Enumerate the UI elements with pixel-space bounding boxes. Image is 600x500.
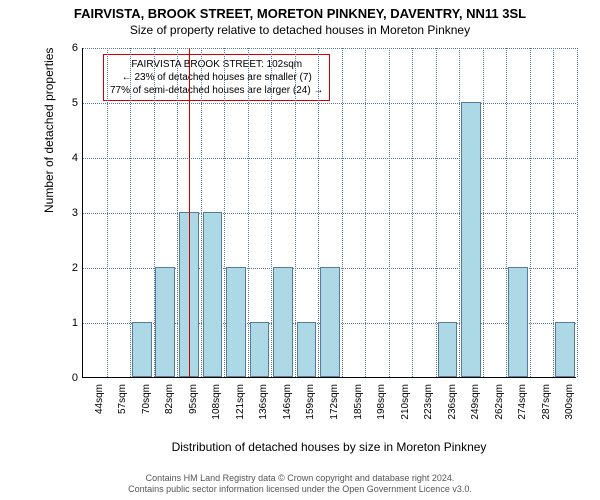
x-tick: 108sqm [211, 384, 222, 424]
x-tick: 185sqm [353, 384, 364, 424]
grid-v [553, 48, 554, 377]
bar [226, 267, 246, 377]
y-tick: 1 [56, 317, 78, 329]
x-tick: 82sqm [164, 384, 175, 424]
x-tick: 121sqm [235, 384, 246, 424]
grid-v [154, 48, 155, 377]
grid-v [436, 48, 437, 377]
y-tick: 4 [56, 152, 78, 164]
x-tick: 95sqm [188, 384, 199, 424]
grid-v [271, 48, 272, 377]
y-tick: 5 [56, 97, 78, 109]
x-tick: 146sqm [282, 384, 293, 424]
x-tick: 198sqm [376, 384, 387, 424]
x-tick: 172sqm [329, 384, 340, 424]
x-tick: 210sqm [400, 384, 411, 424]
grid-h [83, 48, 576, 49]
grid-h [83, 103, 576, 104]
grid-v [248, 48, 249, 377]
grid-v [201, 48, 202, 377]
bar [461, 102, 481, 377]
x-tick: 249sqm [470, 384, 481, 424]
grid-h [83, 213, 576, 214]
footer-text: Contains HM Land Registry data © Crown c… [0, 473, 600, 496]
marker-line [189, 48, 190, 377]
bar [508, 267, 528, 377]
bar [320, 267, 340, 377]
grid-v [577, 48, 578, 377]
grid-v [318, 48, 319, 377]
x-tick: 287sqm [541, 384, 552, 424]
x-tick: 70sqm [141, 384, 152, 424]
grid-v [506, 48, 507, 377]
x-tick: 136sqm [258, 384, 269, 424]
x-tick: 300sqm [564, 384, 575, 424]
x-tick: 223sqm [423, 384, 434, 424]
x-tick: 236sqm [447, 384, 458, 424]
y-tick: 6 [56, 42, 78, 54]
y-tick: 0 [56, 372, 78, 384]
bar [438, 322, 458, 377]
footer-line2: Contains public sector information licen… [0, 484, 600, 496]
y-tick: 3 [56, 207, 78, 219]
bar [273, 267, 293, 377]
bar [250, 322, 270, 377]
y-tick: 2 [56, 262, 78, 274]
bar [132, 322, 152, 377]
plot-area: FAIRVISTA BROOK STREET: 102sqm← 23% of d… [82, 48, 576, 378]
bar [555, 322, 575, 377]
chart-container: Number of detached properties FAIRVISTA … [56, 48, 576, 398]
grid-v [130, 48, 131, 377]
grid-v [389, 48, 390, 377]
grid-v [107, 48, 108, 377]
title-sub: Size of property relative to detached ho… [0, 21, 600, 37]
x-tick: 262sqm [494, 384, 505, 424]
grid-v [459, 48, 460, 377]
x-tick: 274sqm [517, 384, 528, 424]
bar [155, 267, 175, 377]
y-axis-label: Number of detached properties [42, 48, 56, 213]
grid-v [224, 48, 225, 377]
footer-line1: Contains HM Land Registry data © Crown c… [0, 473, 600, 485]
bar [203, 212, 223, 377]
x-axis-label: Distribution of detached houses by size … [82, 440, 576, 454]
grid-v [483, 48, 484, 377]
bar [297, 322, 317, 377]
x-tick: 57sqm [117, 384, 128, 424]
grid-v [365, 48, 366, 377]
marker-callout: FAIRVISTA BROOK STREET: 102sqm← 23% of d… [103, 54, 330, 101]
title-main: FAIRVISTA, BROOK STREET, MORETON PINKNEY… [0, 0, 600, 21]
x-tick: 159sqm [305, 384, 316, 424]
grid-v [412, 48, 413, 377]
x-tick: 44sqm [94, 384, 105, 424]
grid-v [177, 48, 178, 377]
grid-v [530, 48, 531, 377]
grid-h [83, 158, 576, 159]
grid-v [342, 48, 343, 377]
grid-v [295, 48, 296, 377]
